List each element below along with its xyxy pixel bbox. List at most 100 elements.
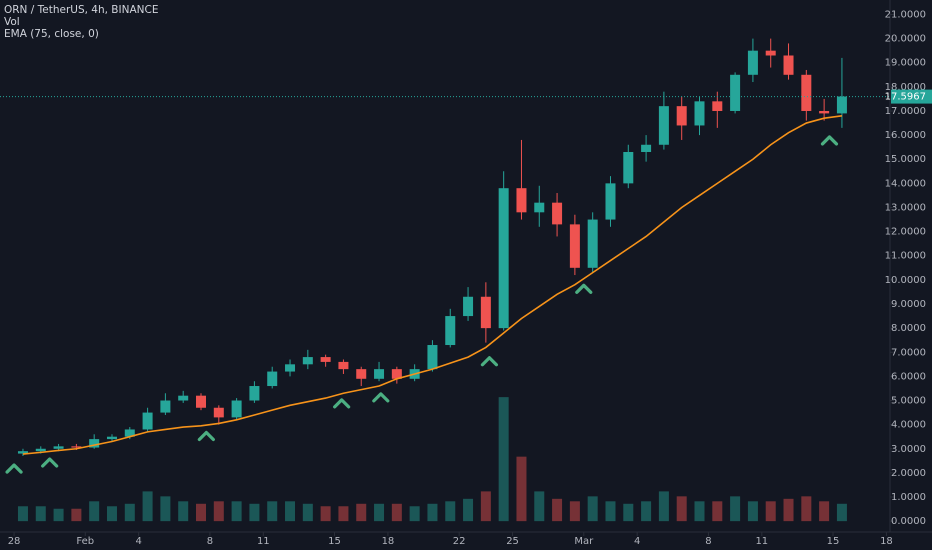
volume-bar xyxy=(142,491,153,522)
volume-bar xyxy=(53,508,64,522)
candle-body xyxy=(267,371,278,387)
volume-bar xyxy=(658,491,669,522)
volume-bar xyxy=(641,501,652,522)
volume-bar xyxy=(480,491,491,522)
y-tick-label: 10.0000 xyxy=(885,275,926,286)
y-tick-label: 2.0000 xyxy=(891,468,926,479)
plot-area xyxy=(0,38,890,522)
buy-signal xyxy=(333,398,351,409)
candle-body xyxy=(356,369,367,379)
volume-bar xyxy=(498,397,509,522)
volume-bar xyxy=(783,498,794,522)
buy-signal xyxy=(197,430,215,442)
candle-body xyxy=(463,296,474,317)
volume-bar xyxy=(427,503,438,522)
x-tick-label: 11 xyxy=(257,536,270,547)
x-tick-label: 25 xyxy=(506,536,519,547)
candle-body xyxy=(106,436,117,440)
candle-body xyxy=(320,357,331,362)
volume-bar xyxy=(516,456,527,522)
y-tick-label: 8.0000 xyxy=(891,323,926,334)
candle-body xyxy=(338,361,349,370)
candle-body xyxy=(124,429,135,437)
x-tick-label: 18 xyxy=(880,536,893,547)
buy-signal xyxy=(480,356,499,367)
candle-body xyxy=(783,55,794,75)
candle-body xyxy=(712,101,723,111)
candle-body xyxy=(480,296,491,329)
y-tick-label: 17.0000 xyxy=(885,106,926,117)
candle-body xyxy=(658,106,669,145)
x-tick-label: 8 xyxy=(705,536,711,547)
candle-body xyxy=(142,412,153,430)
y-tick-label: 6.0000 xyxy=(891,371,926,382)
candle-body xyxy=(302,357,313,365)
y-tick-label: 3.0000 xyxy=(891,444,926,455)
candle-body xyxy=(196,395,207,408)
candle-body xyxy=(605,183,616,220)
candle-body xyxy=(569,224,580,268)
x-tick-label: 15 xyxy=(827,536,840,547)
y-tick-label: 20.0000 xyxy=(885,34,926,45)
y-tick-label: 7.0000 xyxy=(891,347,926,358)
buy-signal xyxy=(41,457,59,468)
volume-bar xyxy=(445,501,456,522)
volume-bar xyxy=(17,506,28,522)
volume-bar xyxy=(71,508,82,522)
volume-legend: Vol xyxy=(4,16,20,28)
candle-body xyxy=(374,369,385,379)
y-tick-label: 12.0000 xyxy=(885,227,926,238)
buy-signal xyxy=(820,135,839,146)
volume-bar xyxy=(267,501,278,522)
candle-body xyxy=(17,451,28,454)
volume-bar xyxy=(374,503,385,522)
volume-bar xyxy=(676,496,687,522)
y-tick-label: 19.0000 xyxy=(885,58,926,69)
candle-body xyxy=(231,400,242,418)
candle-body xyxy=(623,152,634,184)
candle-body xyxy=(552,202,563,225)
x-tick-label: Feb xyxy=(76,536,94,547)
candle-body xyxy=(765,50,776,56)
volume-bar xyxy=(285,501,296,522)
candle-body xyxy=(249,386,260,401)
candle-body xyxy=(747,50,758,75)
volume-bar xyxy=(730,496,741,522)
candle-body xyxy=(534,202,545,213)
volume-bar xyxy=(231,501,242,522)
volume-bar xyxy=(249,503,260,522)
volume-bar xyxy=(160,496,171,522)
buy-signal xyxy=(5,463,23,474)
candle-body xyxy=(641,144,652,152)
candle-body xyxy=(730,74,741,111)
x-tick-label: 28 xyxy=(8,536,21,547)
candle-body xyxy=(71,446,82,448)
volume-bar xyxy=(178,501,189,522)
y-tick-label: 5.0000 xyxy=(891,396,926,407)
candle-body xyxy=(391,369,402,379)
volume-bar xyxy=(356,503,367,522)
x-tick-label: 4 xyxy=(634,536,640,547)
candle-body xyxy=(445,316,456,346)
volume-bar xyxy=(801,496,812,522)
volume-bar xyxy=(552,498,563,522)
volume-bar xyxy=(196,503,207,522)
y-tick-label: 16.0000 xyxy=(885,130,926,141)
candle-body xyxy=(160,400,171,413)
y-tick-label: 15.0000 xyxy=(885,154,926,165)
candle-body xyxy=(285,364,296,372)
candle-body xyxy=(427,345,438,370)
candle-body xyxy=(676,106,687,126)
buy-signal xyxy=(372,392,390,403)
volume-bar xyxy=(320,506,331,522)
x-tick-label: 4 xyxy=(136,536,142,547)
volume-bar xyxy=(213,501,224,522)
volume-bar xyxy=(605,501,616,522)
volume-bar xyxy=(338,506,349,522)
y-tick-label: 1.0000 xyxy=(891,492,926,503)
y-tick-label: 21.0000 xyxy=(885,9,926,20)
volume-bar xyxy=(302,503,313,522)
candle-body xyxy=(819,110,830,114)
